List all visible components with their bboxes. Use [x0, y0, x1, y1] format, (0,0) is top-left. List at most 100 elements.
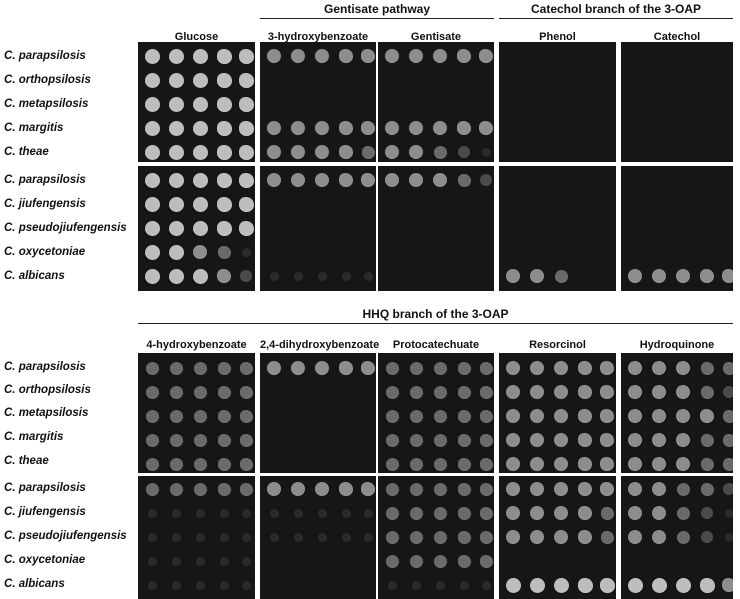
- colony-spot: [144, 96, 160, 112]
- species-label: C. albicans: [4, 270, 65, 282]
- colony-spot: [652, 457, 666, 471]
- colony-spot: [506, 457, 520, 471]
- colony-spot: [506, 385, 520, 399]
- colony-spot: [457, 433, 471, 447]
- colony-spot: [145, 409, 159, 423]
- colony-spot: [239, 482, 253, 496]
- colony-spot: [651, 577, 667, 593]
- colony-spot: [433, 121, 447, 135]
- colony-spot: [652, 482, 666, 496]
- column-header: 4-hydroxybenzoate: [146, 339, 247, 351]
- colony-spot: [409, 361, 423, 375]
- colony-spot: [341, 532, 351, 542]
- colony-spot: [168, 172, 184, 188]
- colony-spot: [435, 580, 445, 590]
- colony-spot: [554, 269, 568, 283]
- species-label: C. metapsilosis: [4, 407, 89, 419]
- species-label: C. parapsilosis: [4, 50, 86, 62]
- colony-spot: [317, 271, 327, 281]
- colony-spot: [409, 409, 423, 423]
- colony-spot: [409, 506, 423, 520]
- colony-spot: [578, 482, 592, 496]
- colony-spot: [457, 482, 471, 496]
- species-label: C. oxycetoniae: [4, 246, 86, 258]
- colony-spot: [628, 361, 642, 375]
- colony-spot: [628, 482, 642, 496]
- colony-spot: [171, 508, 181, 518]
- colony-spot: [530, 506, 544, 520]
- colony-spot: [433, 173, 447, 187]
- colony-spot: [193, 245, 207, 259]
- colony-spot: [578, 433, 592, 447]
- agar-plate: [621, 476, 733, 599]
- colony-spot: [409, 554, 423, 568]
- colony-spot: [192, 72, 208, 88]
- species-label: C. metapsilosis: [4, 98, 89, 110]
- colony-spot: [701, 531, 713, 543]
- colony-spot: [216, 72, 232, 88]
- colony-spot: [339, 145, 353, 159]
- colony-spot: [385, 385, 399, 399]
- colony-spot: [530, 385, 544, 399]
- colony-spot: [700, 433, 714, 447]
- colony-spot: [409, 385, 423, 399]
- colony-spot: [433, 145, 447, 159]
- colony-spot: [363, 508, 373, 518]
- colony-spot: [217, 245, 231, 259]
- colony-spot: [723, 483, 733, 495]
- colony-spot: [554, 385, 568, 399]
- agar-plate: [621, 166, 733, 291]
- colony-spot: [239, 457, 253, 471]
- colony-spot: [722, 457, 733, 471]
- colony-spot: [652, 385, 666, 399]
- colony-spot: [676, 409, 690, 423]
- species-label: C. parapsilosis: [4, 361, 86, 373]
- colony-spot: [216, 120, 232, 136]
- colony-spot: [457, 173, 471, 187]
- agar-plate: [378, 42, 494, 162]
- column-header: 3-hydroxybenzoate: [267, 31, 369, 43]
- agar-plate: [138, 166, 255, 291]
- colony-spot: [293, 532, 303, 542]
- colony-spot: [578, 385, 592, 399]
- colony-spot: [238, 48, 254, 64]
- colony-spot: [171, 532, 181, 542]
- group-header-rule: [138, 323, 733, 324]
- colony-spot: [409, 145, 423, 159]
- colony-spot: [411, 580, 421, 590]
- colony-spot: [628, 409, 642, 423]
- colony-spot: [339, 173, 353, 187]
- colony-spot: [241, 556, 251, 566]
- group-header: HHQ branch of the 3-OAP: [362, 307, 509, 321]
- colony-spot: [192, 120, 208, 136]
- colony-spot: [339, 121, 353, 135]
- agar-plate: [378, 166, 494, 291]
- colony-spot: [457, 409, 471, 423]
- colony-spot: [479, 457, 493, 471]
- colony-spot: [529, 577, 545, 593]
- colony-spot: [409, 530, 423, 544]
- colony-spot: [361, 121, 375, 135]
- colony-spot: [195, 580, 205, 590]
- colony-spot: [433, 385, 447, 399]
- colony-spot: [676, 506, 690, 520]
- colony-spot: [385, 49, 399, 63]
- colony-spot: [385, 530, 399, 544]
- colony-spot: [530, 269, 544, 283]
- colony-spot: [193, 482, 207, 496]
- colony-spot: [457, 530, 471, 544]
- colony-spot: [317, 508, 327, 518]
- colony-spot: [628, 506, 642, 520]
- colony-spot: [457, 457, 471, 471]
- colony-spot: [722, 409, 733, 423]
- colony-spot: [291, 361, 305, 375]
- colony-spot: [530, 482, 544, 496]
- colony-spot: [291, 49, 305, 63]
- colony-spot: [241, 532, 251, 542]
- colony-spot: [676, 457, 690, 471]
- colony-spot: [239, 433, 253, 447]
- species-label: C. margitis: [4, 431, 64, 443]
- colony-spot: [553, 577, 569, 593]
- colony-spot: [578, 361, 592, 375]
- column-header: 2,4-dihydroxybenzoate: [260, 339, 380, 351]
